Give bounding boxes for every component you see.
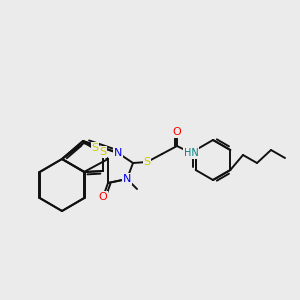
Text: S: S [99,147,106,157]
Text: S: S [143,157,151,167]
Text: O: O [172,127,182,137]
Text: N: N [114,148,122,158]
Text: O: O [99,192,107,202]
Text: S: S [92,143,99,153]
Text: HN: HN [184,148,198,158]
Text: N: N [123,174,131,184]
